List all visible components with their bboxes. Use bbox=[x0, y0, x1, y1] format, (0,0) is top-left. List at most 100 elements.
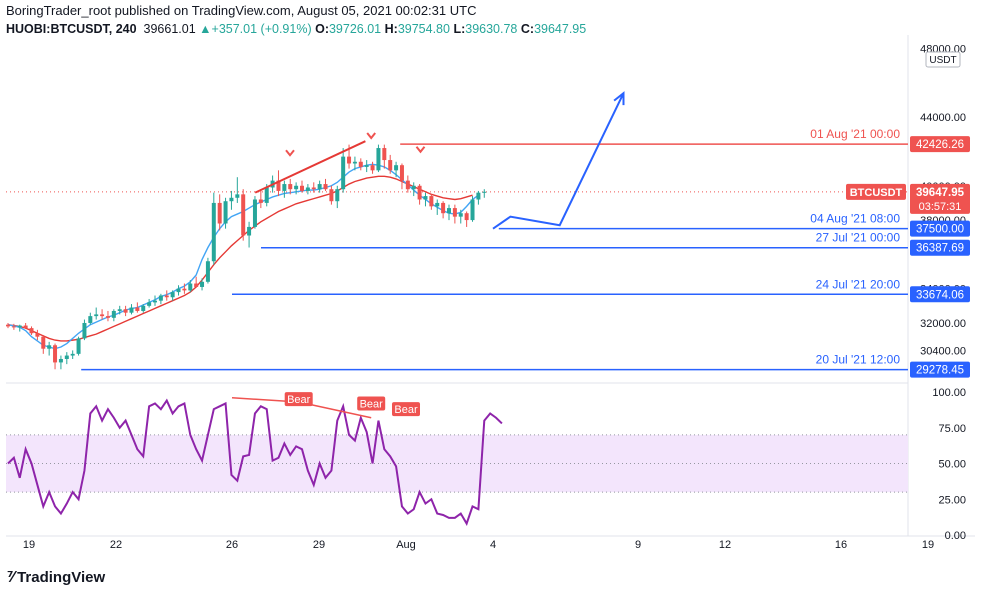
time-tick-label: 12 bbox=[719, 539, 731, 551]
candle-body bbox=[235, 194, 240, 198]
candle-body bbox=[229, 197, 234, 202]
candle-body bbox=[141, 305, 146, 311]
time-tick-label: Aug bbox=[396, 539, 416, 551]
time-tick-label: 26 bbox=[226, 539, 238, 551]
candle-body bbox=[282, 184, 287, 191]
open-value: 39726.01 bbox=[328, 22, 382, 36]
candle-body bbox=[258, 199, 263, 203]
candle-body bbox=[147, 302, 152, 306]
candle-body bbox=[188, 283, 193, 291]
candle-body bbox=[194, 283, 199, 287]
candle-body bbox=[129, 307, 134, 313]
candle-body bbox=[182, 288, 187, 291]
chevron-down-marker bbox=[415, 146, 426, 154]
trendline bbox=[492, 92, 625, 230]
candle-body bbox=[264, 187, 269, 203]
rsi-tick-label: 50.00 bbox=[938, 459, 966, 471]
level-price-label: 42426.26 bbox=[916, 139, 964, 151]
candle-body bbox=[76, 338, 81, 354]
candle-body bbox=[117, 309, 122, 311]
candle-body bbox=[447, 208, 451, 214]
candle-body bbox=[58, 358, 63, 363]
candle-body bbox=[452, 208, 457, 217]
level-price-badge bbox=[910, 239, 970, 256]
tradingview-logo-icon: ⁷⁄ bbox=[7, 568, 14, 586]
time-tick-label: 19 bbox=[23, 539, 35, 551]
close-label: C: bbox=[520, 22, 535, 36]
candle-body bbox=[458, 213, 463, 217]
candle-body bbox=[470, 199, 475, 221]
trendline-arrowhead bbox=[613, 91, 625, 106]
candle-body bbox=[364, 165, 369, 167]
time-tick-label: 9 bbox=[635, 539, 641, 551]
candle-body bbox=[241, 194, 246, 236]
candle-body bbox=[35, 333, 40, 337]
candle-body bbox=[70, 353, 75, 356]
open-label: O: bbox=[315, 22, 329, 36]
price-tick-label: 44000.00 bbox=[920, 112, 966, 124]
symbol-label[interactable]: HUOBI:BTCUSDT, 240 bbox=[6, 22, 137, 36]
symbol-badge bbox=[846, 183, 906, 200]
level-price-label: 33674.06 bbox=[916, 289, 964, 301]
level-price-badge bbox=[910, 136, 970, 153]
candle-body bbox=[341, 156, 346, 190]
candle-body bbox=[247, 226, 252, 236]
candle-body bbox=[435, 202, 440, 207]
level-date-label: 24 Jul '21 20:00 bbox=[816, 277, 901, 291]
time-tick-label: 16 bbox=[835, 539, 847, 551]
candle-body bbox=[164, 295, 169, 298]
bear-badge bbox=[284, 392, 313, 407]
candle-body bbox=[411, 185, 416, 190]
candle-body bbox=[482, 191, 487, 193]
candle-body bbox=[217, 202, 222, 224]
candle-body bbox=[211, 202, 216, 262]
candle-body bbox=[382, 148, 387, 161]
current-price-badge bbox=[910, 183, 970, 214]
rsi-tick-label: 25.00 bbox=[938, 494, 966, 506]
unit-badge bbox=[925, 51, 961, 68]
candle-body bbox=[276, 180, 281, 191]
level-price-label: 37500.00 bbox=[916, 224, 964, 236]
candle-body bbox=[200, 281, 205, 287]
level-price-badge bbox=[910, 220, 970, 237]
candle-body bbox=[6, 324, 10, 327]
candle-body bbox=[94, 314, 99, 317]
candle-body bbox=[323, 184, 328, 190]
candle-body bbox=[82, 322, 87, 339]
candle-body bbox=[11, 326, 16, 328]
level-date-label: 01 Aug '21 00:00 bbox=[810, 127, 900, 141]
candle-body bbox=[329, 189, 334, 202]
candle-body bbox=[376, 148, 381, 171]
unit-badge-label: USDT bbox=[929, 55, 956, 66]
rsi-tick-label: 0.00 bbox=[945, 530, 966, 542]
ma-slow-line bbox=[7, 175, 473, 342]
candle-body bbox=[294, 185, 299, 190]
level-date-label: 20 Jul '21 12:00 bbox=[816, 353, 901, 367]
low-label: L: bbox=[453, 22, 466, 36]
time-tick-label: 29 bbox=[313, 539, 325, 551]
close-value: 39647.95 bbox=[534, 22, 587, 36]
candle-body bbox=[170, 292, 175, 298]
time-tick-label: 19 bbox=[922, 539, 934, 551]
level-price-badge bbox=[910, 286, 970, 303]
candle-body bbox=[429, 196, 434, 207]
candle-body bbox=[358, 161, 363, 167]
candle-body bbox=[370, 165, 375, 171]
brand-text: TradingView bbox=[17, 568, 106, 586]
level-date-label: 27 Jul '21 00:00 bbox=[816, 231, 901, 245]
rsi-line bbox=[7, 398, 503, 526]
candle-body bbox=[423, 196, 428, 200]
candle-body bbox=[388, 160, 393, 171]
candle-body bbox=[335, 189, 340, 202]
candle-body bbox=[88, 316, 93, 323]
candle-body bbox=[153, 300, 157, 303]
rsi-tick-label: 75.00 bbox=[938, 423, 966, 435]
candle-body bbox=[41, 336, 46, 349]
candle-body bbox=[394, 165, 399, 171]
tradingview-brand[interactable]: ⁷⁄ TradingView bbox=[7, 568, 105, 586]
candle-body bbox=[476, 192, 481, 200]
candle-body bbox=[317, 184, 322, 190]
price-change: ▲+357.01 (+0.91%) bbox=[199, 22, 312, 36]
candle-body bbox=[205, 261, 210, 282]
